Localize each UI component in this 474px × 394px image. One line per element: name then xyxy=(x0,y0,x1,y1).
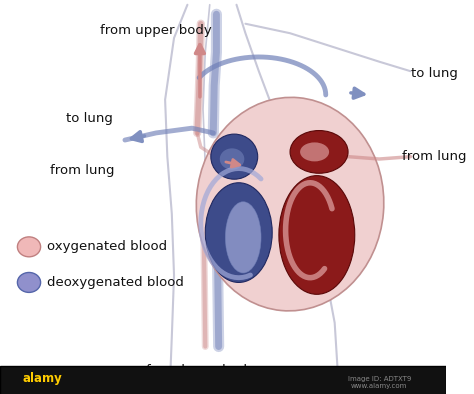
Ellipse shape xyxy=(18,237,41,257)
Ellipse shape xyxy=(220,149,244,170)
Text: Image ID: ADTXT9: Image ID: ADTXT9 xyxy=(347,376,411,382)
Text: from lung: from lung xyxy=(401,150,466,163)
Text: www.alamy.com: www.alamy.com xyxy=(351,383,408,389)
Text: from lower body: from lower body xyxy=(146,364,255,377)
Ellipse shape xyxy=(196,97,384,311)
Ellipse shape xyxy=(290,130,348,173)
Text: oxygenated blood: oxygenated blood xyxy=(47,240,167,253)
Ellipse shape xyxy=(225,202,261,273)
Text: to lung: to lung xyxy=(410,67,457,80)
Ellipse shape xyxy=(205,183,272,282)
Ellipse shape xyxy=(279,176,355,294)
Text: to lung: to lung xyxy=(66,112,113,125)
Text: alamy: alamy xyxy=(22,372,62,385)
Ellipse shape xyxy=(211,134,258,179)
Text: from lung: from lung xyxy=(50,164,115,177)
Text: deoxygenated blood: deoxygenated blood xyxy=(47,276,184,289)
Ellipse shape xyxy=(300,142,329,162)
Text: from upper body: from upper body xyxy=(100,24,212,37)
FancyBboxPatch shape xyxy=(0,366,446,394)
Ellipse shape xyxy=(18,273,41,292)
